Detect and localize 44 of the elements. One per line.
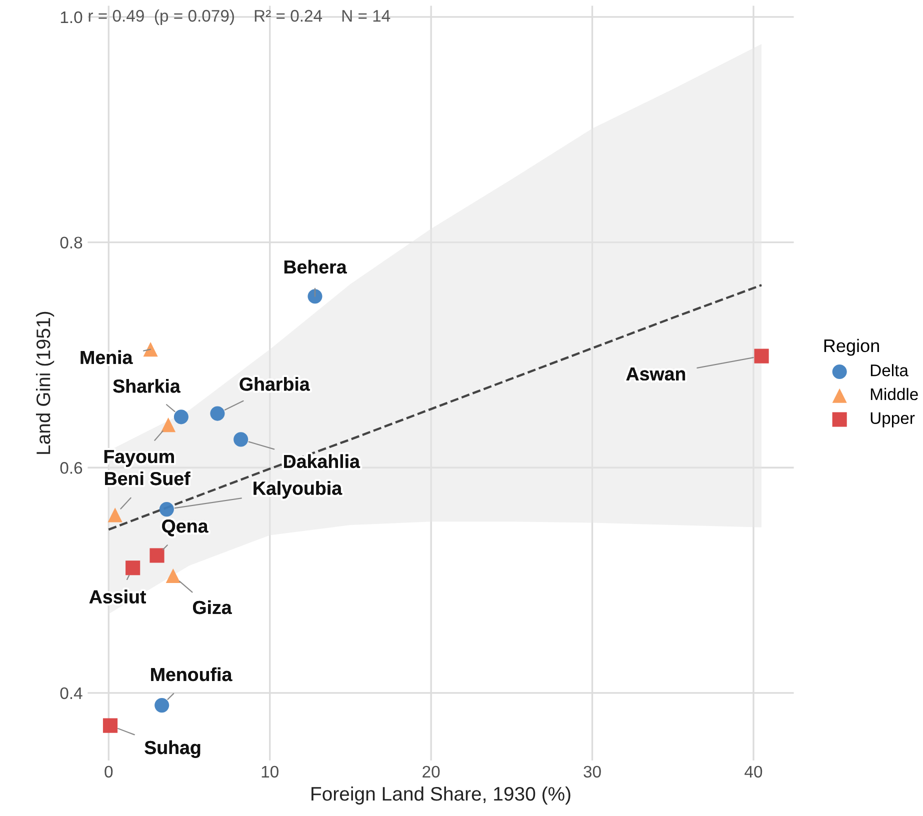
point [210,406,225,421]
x-tick-label: 30 [584,766,601,778]
annotation: r = 0.49 (p = 0.079) R² = 0.24 N = 14 [88,9,390,26]
annotation: Gharbia [240,377,310,391]
point [174,410,188,424]
legend-label: Middle [870,388,918,400]
point [234,432,248,447]
x-tick-label: 0 [104,766,113,778]
y-axis-title: Land Gini (1951) [36,312,54,454]
point [102,718,118,733]
point [308,289,322,304]
annotation: Dakahlia [284,454,360,468]
point [150,548,164,563]
annotation: Suhag [144,740,200,758]
annotation: Menia [80,350,133,364]
legend-title: Region [824,338,879,356]
y-tick-label: 0.4 [60,687,82,700]
x-tick-label: 20 [422,766,440,778]
x-tick-label: 10 [262,766,278,778]
point [143,342,158,357]
point [166,568,180,584]
y-tick-label: 0.8 [60,236,82,248]
annotation: Behera [284,260,347,274]
point [159,502,174,517]
annotation: Qena [162,519,208,536]
annotation: Menoufia [151,667,232,682]
y-tick-label: 0.6 [60,462,82,474]
point [754,348,769,364]
annotation: Kalyoubia [254,481,342,499]
point [126,560,140,576]
y-tick-label: 1.0 [60,11,82,24]
annotation: Fayoum [104,450,174,467]
point [108,508,122,522]
annotation: Assiut [89,590,146,604]
point [161,418,176,432]
annotation: Sharkia [113,379,180,393]
point [154,698,170,713]
annotation: Beni Suef [105,471,190,486]
legend-label: Upper [870,412,915,428]
annotation: Aswan [626,367,686,381]
annotation: Giza [192,600,232,614]
x-axis-title: Foreign Land Share, 1930 (%) [312,786,570,805]
legend-label: Delta [870,364,908,376]
x-tick-label: 40 [744,766,762,778]
